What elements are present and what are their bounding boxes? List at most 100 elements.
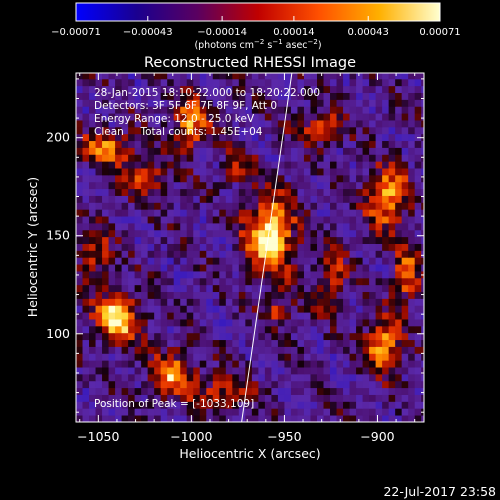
heatmap-cell bbox=[258, 325, 266, 334]
heatmap-cell bbox=[323, 140, 331, 148]
heatmap-cell bbox=[186, 126, 194, 135]
heatmap-cell bbox=[82, 202, 90, 210]
heatmap-cell bbox=[89, 250, 96, 258]
heatmap-cell bbox=[206, 277, 214, 286]
heatmap-cell bbox=[219, 181, 227, 190]
heatmap-cell bbox=[271, 325, 279, 334]
heatmap-cell bbox=[186, 373, 194, 382]
heatmap-cell bbox=[89, 298, 96, 306]
heatmap-cell bbox=[82, 133, 90, 142]
heatmap-cell bbox=[323, 126, 331, 135]
heatmap-cell bbox=[95, 387, 103, 395]
heatmap-cell bbox=[219, 277, 227, 286]
heatmap-cell bbox=[369, 380, 377, 389]
heatmap-cell bbox=[115, 305, 122, 313]
heatmap-cell bbox=[362, 188, 370, 196]
heatmap-cell bbox=[147, 236, 155, 244]
heatmap-cell bbox=[199, 319, 207, 327]
heatmap-cell bbox=[258, 181, 266, 190]
heatmap-cell bbox=[82, 222, 90, 231]
heatmap-cell bbox=[395, 271, 403, 279]
heatmap-cell bbox=[375, 264, 383, 272]
heatmap-cell bbox=[388, 188, 396, 196]
heatmap-cell bbox=[343, 174, 350, 183]
heatmap-cell bbox=[310, 106, 318, 114]
heatmap-cell bbox=[251, 367, 259, 375]
heatmap-cell bbox=[173, 202, 181, 210]
heatmap-cell bbox=[212, 415, 220, 422]
heatmap-cell bbox=[336, 174, 344, 183]
info-annotations: 28-Jan-2015 18:10:22.000 to 18:20:22.000… bbox=[94, 87, 320, 138]
heatmap-cell bbox=[245, 401, 253, 409]
heatmap-cell bbox=[369, 188, 377, 196]
heatmap-cell bbox=[193, 305, 201, 313]
heatmap-cell bbox=[323, 353, 331, 361]
heatmap-cell bbox=[343, 387, 350, 395]
heatmap-cell bbox=[395, 99, 403, 107]
heatmap-cell bbox=[141, 387, 149, 395]
heatmap-cell bbox=[82, 312, 90, 320]
heatmap-cell bbox=[186, 222, 194, 231]
heatmap-cell bbox=[186, 195, 194, 203]
heatmap-cell bbox=[121, 99, 129, 107]
heatmap-cell bbox=[356, 339, 363, 347]
heatmap-cell bbox=[414, 401, 422, 409]
heatmap-cell bbox=[115, 401, 122, 409]
heatmap-cell bbox=[212, 222, 220, 231]
heatmap-cell bbox=[128, 264, 136, 272]
heatmap-cell bbox=[316, 147, 324, 155]
heatmap-cell bbox=[225, 367, 233, 375]
heatmap-cell bbox=[180, 229, 188, 238]
heatmap-cell bbox=[349, 373, 357, 382]
heatmap-cell bbox=[408, 373, 416, 382]
heatmap-cell bbox=[115, 332, 122, 341]
heatmap-cell bbox=[134, 401, 142, 409]
heatmap-cell bbox=[76, 140, 83, 148]
heatmap-cell bbox=[408, 305, 416, 313]
heatmap-cell bbox=[180, 415, 188, 422]
heatmap-cell bbox=[134, 78, 142, 87]
heatmap-cell bbox=[212, 332, 220, 341]
heatmap-cell bbox=[303, 373, 311, 382]
heatmap-cell bbox=[147, 401, 155, 409]
heatmap-cell bbox=[264, 284, 272, 293]
colorbar: −0.00071 −0.00043 −0.00014 0.00014 0.00043 0.… bbox=[51, 2, 461, 51]
heatmap-cell bbox=[297, 257, 305, 265]
heatmap-cell bbox=[369, 353, 377, 361]
heatmap-cell bbox=[388, 243, 396, 251]
heatmap-cell bbox=[232, 298, 240, 306]
heatmap-cell bbox=[297, 195, 305, 203]
heatmap-cell bbox=[303, 367, 311, 375]
heatmap-cell bbox=[336, 168, 344, 176]
heatmap-cell bbox=[225, 113, 233, 121]
heatmap-cell bbox=[154, 140, 162, 148]
heatmap-cell bbox=[121, 202, 129, 210]
heatmap-cell bbox=[349, 85, 357, 94]
heatmap-cell bbox=[206, 174, 214, 183]
heatmap-cell bbox=[115, 264, 122, 272]
heatmap-cell bbox=[316, 257, 324, 265]
heatmap-cell bbox=[245, 291, 253, 299]
heatmap-cell bbox=[128, 154, 136, 162]
heatmap-cell bbox=[95, 195, 103, 203]
heatmap-cell bbox=[414, 339, 422, 347]
heatmap-cell bbox=[76, 298, 83, 306]
heatmap-cell bbox=[108, 154, 116, 162]
heatmap-cell bbox=[258, 408, 266, 416]
heatmap-cell bbox=[421, 353, 424, 361]
heatmap-cell bbox=[414, 387, 422, 395]
heatmap-cell bbox=[76, 78, 83, 87]
heatmap-cell bbox=[121, 126, 129, 135]
heatmap-cell bbox=[95, 257, 103, 265]
heatmap-cell bbox=[258, 78, 266, 87]
heatmap-cell bbox=[401, 360, 409, 368]
heatmap-cell bbox=[408, 257, 416, 265]
heatmap-cell bbox=[421, 339, 424, 347]
heatmap-cell bbox=[323, 394, 331, 402]
heatmap-cell bbox=[408, 250, 416, 258]
heatmap-cell bbox=[121, 250, 129, 258]
heatmap-cell bbox=[421, 250, 424, 258]
heatmap-cell bbox=[160, 305, 168, 313]
heatmap-cell bbox=[271, 312, 279, 320]
heatmap-cell bbox=[395, 120, 403, 128]
